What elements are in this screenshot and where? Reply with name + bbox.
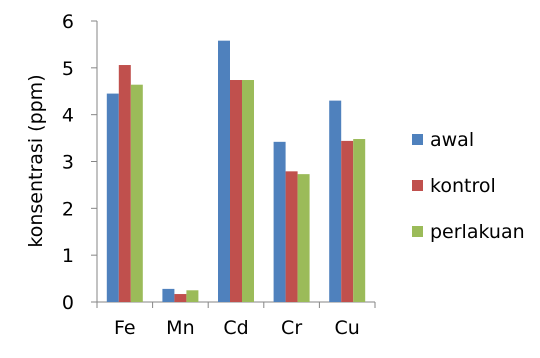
y-tick-label: 3 [62,152,74,174]
axes [91,20,376,308]
bar-kontrol-cr [285,171,298,302]
bar-perlakuan-cd [242,80,254,302]
y-tick-label: 0 [62,292,74,314]
bars [106,40,366,303]
bar-perlakuan-cr [297,174,310,302]
legend-swatch-perlakuan [412,226,423,237]
y-axis-title-group: konsentrasi (ppm) [25,74,47,247]
bar-kontrol-cd [230,80,242,302]
bar-awal-cu [329,100,342,302]
legend-swatch-awal [412,134,423,145]
bar-awal-cd [218,40,230,303]
bar-kontrol-fe [118,65,131,302]
x-tick-label: Fe [114,317,136,339]
legend: awal kontrol perlakuan [412,129,525,243]
x-tick-label: Cu [335,317,360,339]
y-tick-label: 6 [62,11,74,33]
bar-kontrol-cu [341,140,354,302]
x-tick-labels: Fe Mn Cd Cr Cu [114,317,360,339]
legend-label-kontrol: kontrol [430,175,496,197]
bar-perlakuan-mn [186,290,199,302]
y-axis-title: konsentrasi (ppm) [25,74,47,247]
bar-kontrol-mn [174,294,187,302]
x-tick-label: Cd [223,317,248,339]
bar-awal-cr [273,141,286,302]
legend-label-perlakuan: perlakuan [430,221,525,243]
x-tick-label: Cr [281,317,302,339]
y-tick-label: 5 [62,58,74,80]
legend-swatch-kontrol [412,180,423,191]
y-tick-labels: 0 1 2 3 4 5 6 [62,11,74,314]
bar-awal-fe [106,93,119,302]
bar-awal-mn [162,288,175,302]
x-tick-label: Mn [166,317,194,339]
y-tick-label: 1 [62,245,74,267]
y-tick-label: 2 [62,198,74,220]
legend-label-awal: awal [430,129,474,151]
y-tick-label: 4 [62,105,74,127]
bar-perlakuan-cu [353,139,366,302]
bar-perlakuan-fe [130,84,143,303]
